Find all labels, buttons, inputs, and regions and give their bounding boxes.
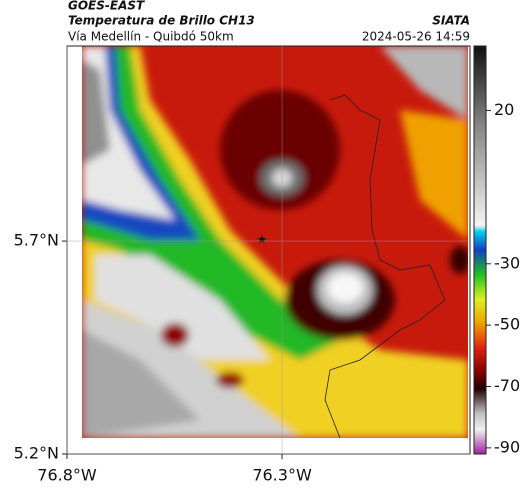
lat-tick-label: 5.2°N: [14, 444, 59, 463]
satellite-image: [82, 46, 468, 438]
timestamp: 2024-05-26 14:59: [362, 30, 470, 44]
colorbar-tick-label: -30: [494, 253, 520, 272]
colorbar-tick-label: -50: [494, 315, 520, 334]
lon-tick-label: 76.8°W: [37, 466, 97, 485]
title: GOES-EAST: [68, 0, 145, 13]
colorbar-tick-label: -70: [494, 376, 520, 395]
colorbar-tick-label: -90: [494, 437, 520, 456]
ticks: 5.7°N 5.2°N 76.8°W 76.3°W 20 -30 -50 -70 -90: [14, 46, 520, 485]
source: SIATA: [432, 14, 470, 28]
lon-tick-label: 76.3°W: [252, 466, 312, 485]
colorbar-tick-label: 20: [494, 100, 514, 119]
route: Vía Medellín - Quibdó 50km: [68, 30, 234, 44]
colorbar: [473, 45, 487, 455]
subtitle: Temperatura de Brillo CH13: [68, 14, 255, 28]
lat-tick-label: 5.7°N: [14, 231, 59, 250]
location-star: ★: [257, 233, 268, 247]
